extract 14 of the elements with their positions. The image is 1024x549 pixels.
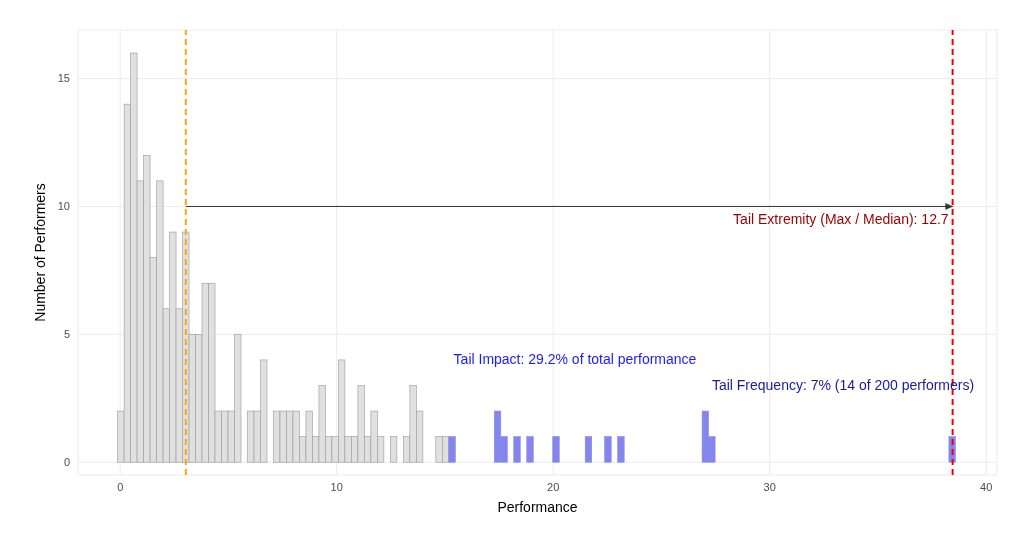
- y-tick-label: 15: [57, 72, 70, 85]
- annotation: Tail Extremity (Max / Median): 12.7: [733, 211, 949, 228]
- x-tick-label: 30: [763, 480, 776, 493]
- y-tick-label: 5: [63, 328, 70, 341]
- y-tick-label: 10: [57, 200, 70, 213]
- x-tick-label: 40: [980, 480, 993, 493]
- y-tick-label: 0: [63, 456, 70, 469]
- annotation: Tail Impact: 29.2% of total performance: [453, 351, 697, 367]
- x-tick-label: 10: [330, 480, 343, 493]
- x-axis-title: Performance: [497, 499, 578, 515]
- x-tick-label: 20: [547, 480, 560, 493]
- y-axis-title: Number of Performers: [31, 183, 48, 322]
- x-tick-label: 0: [117, 480, 124, 493]
- annotation: Tail Frequency: 7% (14 of 200 performers): [711, 377, 975, 393]
